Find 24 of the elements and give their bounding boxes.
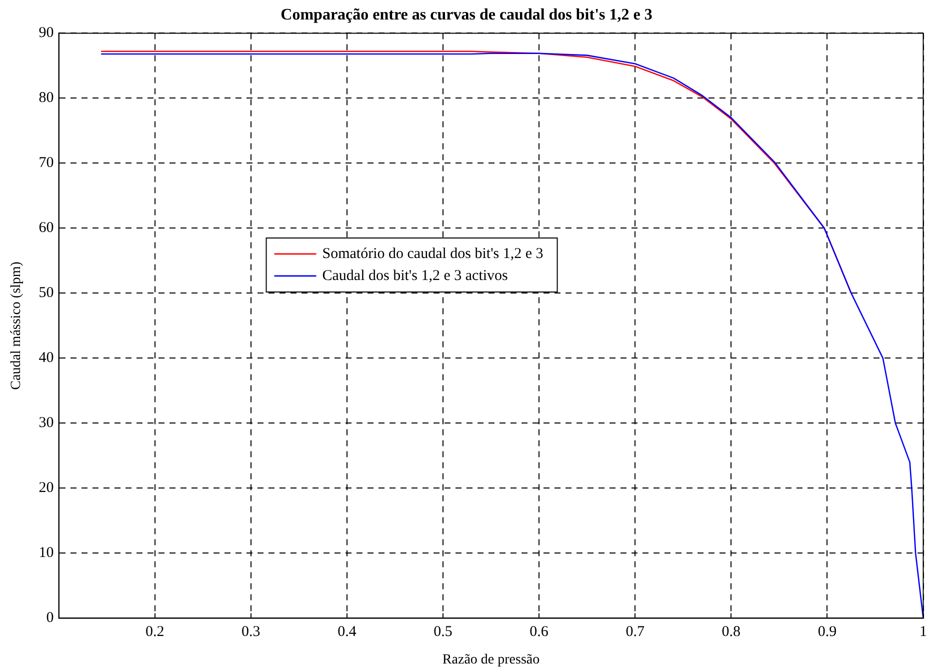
y-tick-label: 50: [38, 285, 54, 302]
legend-label: Caudal dos bit's 1,2 e 3 activos: [322, 268, 508, 284]
y-tick-label: 10: [38, 545, 54, 562]
y-tick-label: 20: [38, 480, 54, 496]
y-tick-label: 0: [46, 610, 54, 626]
y-tick-label: 30: [38, 415, 54, 432]
x-tick-label: 0.2: [145, 624, 164, 640]
y-tick-label: 70: [38, 155, 54, 172]
y-tick-label: 60: [38, 220, 54, 236]
legend-label: Somatório do caudal dos bit's 1,2 e 3: [322, 246, 544, 262]
x-tick-label: 1: [920, 624, 927, 640]
x-tick-label: 0.5: [434, 624, 452, 640]
chart-title: Comparação entre as curvas de caudal dos bit's 1,2 e 3: [280, 6, 652, 24]
y-axis-title: Caudal mássico (slpm): [9, 261, 24, 390]
y-tick-label: 40: [38, 350, 54, 366]
x-tick-label: 0.3: [242, 624, 260, 640]
x-tick-label: 0.4: [338, 624, 357, 640]
x-tick-label: 0.8: [722, 624, 741, 640]
x-tick-label: 0.6: [530, 624, 549, 640]
x-tick-label: 0.9: [818, 624, 837, 640]
x-axis-title: Razão de pressão: [442, 652, 540, 668]
x-tick-label: 0.7: [626, 624, 645, 640]
y-tick-label: 80: [38, 90, 54, 106]
y-tick-label: 90: [38, 25, 54, 42]
